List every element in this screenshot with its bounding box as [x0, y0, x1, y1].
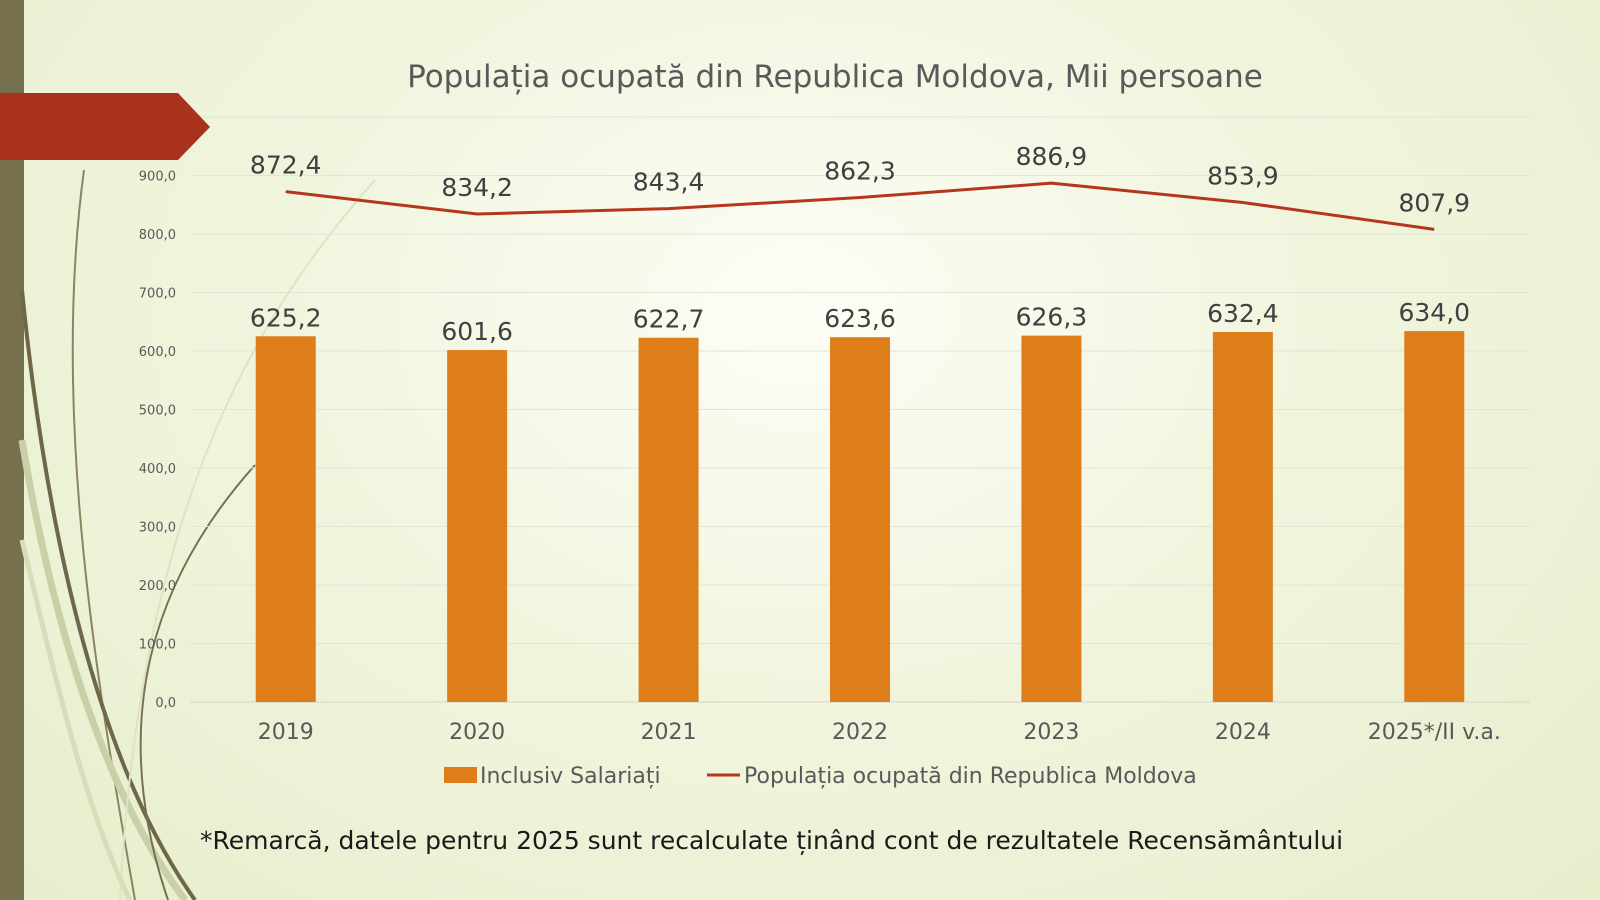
x-axis: 2019 2020 2021 2022 2023 2024 2025*/II v.a. — [258, 720, 1501, 745]
y-tick-label: 400,0 — [139, 462, 176, 477]
bar — [830, 337, 890, 702]
legend-swatch-bar — [444, 767, 477, 783]
bar-data-label: 626,3 — [1016, 303, 1088, 332]
line-data-label: 886,9 — [1016, 142, 1088, 171]
y-tick-label: 300,0 — [139, 521, 176, 536]
line-data-label: 834,2 — [441, 173, 513, 202]
legend-label-bar: Inclusiv Salariați — [480, 764, 661, 789]
bar — [638, 337, 699, 702]
legend: Inclusiv Salariați Populația ocupată din… — [444, 764, 1197, 789]
bar-data-label: 632,4 — [1207, 299, 1279, 328]
y-tick-label: 600,0 — [139, 345, 176, 360]
bar — [1404, 331, 1465, 702]
bar — [255, 336, 316, 702]
line-data-label: 807,9 — [1398, 188, 1470, 217]
y-tick-label: 200,0 — [139, 579, 176, 594]
bar-data-label: 625,2 — [250, 303, 322, 332]
x-tick-label: 2023 — [1023, 720, 1079, 745]
y-tick-label: 100,0 — [139, 638, 176, 653]
y-tick-label: 800,0 — [139, 228, 176, 243]
y-tick-label: 900,0 — [139, 170, 176, 185]
data-labels: 625,2 601,6 622,7 623,6 626,3 632,4 634,0 872,4… — [250, 142, 1470, 346]
line-path — [285, 181, 1435, 231]
y-tick-label: 0,0 — [155, 696, 176, 711]
line-data-label: 872,4 — [250, 151, 322, 180]
bar-series — [255, 331, 1465, 702]
bar — [447, 350, 508, 702]
x-tick-label: 2020 — [449, 720, 505, 745]
bar-data-label: 623,6 — [824, 304, 896, 333]
y-tick-label: 500,0 — [139, 404, 176, 419]
line-data-label: 853,9 — [1207, 161, 1279, 190]
y-tick-label: 700,0 — [139, 287, 176, 302]
line-data-label: 843,4 — [633, 168, 705, 197]
legend-label-line: Populația ocupată din Republica Moldova — [744, 764, 1197, 789]
decorative-curve — [119, 179, 376, 900]
decorative-curve — [19, 539, 133, 900]
decorative-curve — [20, 289, 197, 900]
decorative-curve — [139, 464, 256, 900]
x-tick-label: 2019 — [258, 720, 314, 745]
footnote: *Remarcă, datele pentru 2025 sunt recalc… — [200, 826, 1344, 855]
bar — [1212, 332, 1273, 702]
x-tick-label: 2024 — [1215, 720, 1271, 745]
red-ribbon-tab — [0, 93, 210, 160]
y-axis: 0,0 100,0 200,0 300,0 400,0 500,0 600,0 700,0 80… — [131, 111, 177, 711]
bar-data-label: 634,0 — [1398, 298, 1470, 327]
bar-data-label: 622,7 — [633, 305, 705, 334]
bar-data-label: 601,6 — [441, 317, 513, 346]
line-data-label: 862,3 — [824, 157, 896, 186]
bar — [1021, 335, 1082, 702]
decorative-curve — [71, 169, 136, 900]
x-tick-label: 2021 — [641, 720, 697, 745]
x-tick-label: 2022 — [832, 720, 888, 745]
chart-title: Populația ocupată din Republica Moldova,… — [407, 59, 1263, 95]
line-series — [285, 181, 1435, 231]
x-tick-label: 2025*/II v.a. — [1368, 720, 1501, 745]
